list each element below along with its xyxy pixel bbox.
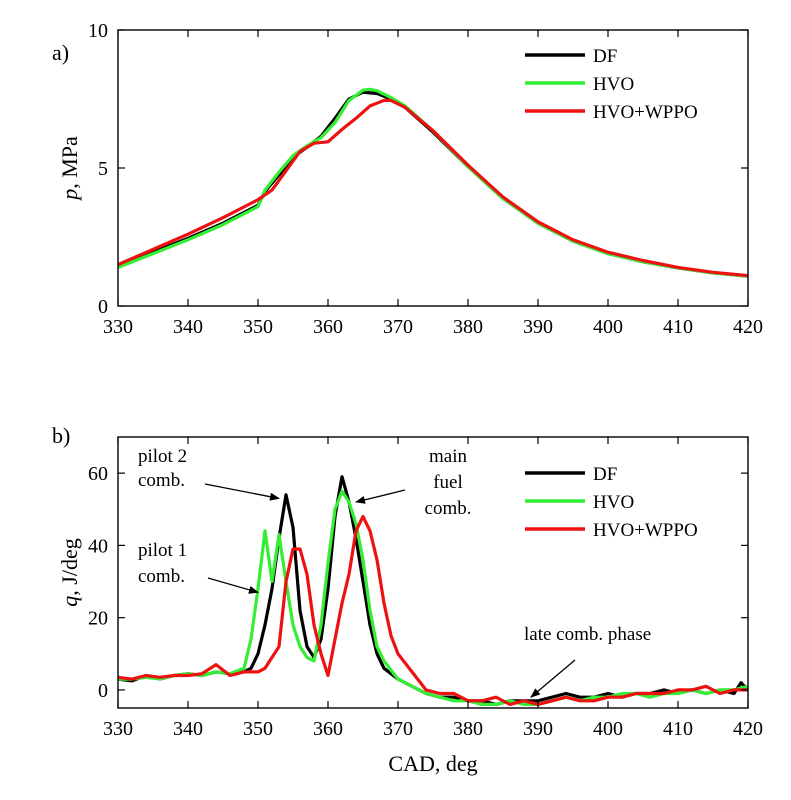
panel-label: b) <box>52 423 70 448</box>
x-tick-label: 340 <box>173 718 203 740</box>
y-axis-unit: , J/deg <box>57 538 82 595</box>
panel-label: a) <box>52 40 69 65</box>
x-tick-label: 390 <box>523 718 553 740</box>
annotation: pilot 1 comb. <box>138 540 259 594</box>
annotation-text: comb. <box>138 470 185 491</box>
y-tick-label: 10 <box>88 20 108 42</box>
legend-entry: HVO+WPPO <box>593 520 698 541</box>
annotation-arrow <box>204 483 280 501</box>
series-line-hvo-wppo <box>118 98 748 278</box>
x-tick-label: 400 <box>593 718 623 740</box>
x-tick-label: 420 <box>733 316 763 338</box>
x-tick-label: 380 <box>453 316 483 338</box>
annotation-text: fuel <box>433 472 463 493</box>
x-tick-label: 370 <box>383 718 413 740</box>
x-tick-label: 420 <box>733 718 763 740</box>
legend-entry: HVO <box>593 74 634 95</box>
x-tick-label: 410 <box>663 316 693 338</box>
y-axis-variable: q <box>57 596 82 607</box>
x-tick-label: 380 <box>453 718 483 740</box>
y-tick-label: 60 <box>88 463 108 485</box>
annotation-arrow <box>355 489 406 504</box>
y-axis-unit: , MPa <box>57 136 82 189</box>
x-tick-label: 360 <box>313 316 343 338</box>
y-tick-label: 20 <box>88 608 108 630</box>
annotation: late comb. phase <box>524 624 651 698</box>
series-line-hvo <box>118 489 748 707</box>
annotation-arrow <box>530 659 576 698</box>
x-tick-label: 410 <box>663 718 693 740</box>
x-tick-label: 400 <box>593 316 623 338</box>
x-tick-label: 340 <box>173 316 203 338</box>
x-tick-label: 350 <box>243 718 273 740</box>
y-tick-label: 0 <box>98 296 108 318</box>
x-tick-label: 390 <box>523 316 553 338</box>
y-axis-variable: p <box>57 189 82 202</box>
y-axis-label: q, J/deg <box>57 538 82 606</box>
y-tick-label: 0 <box>98 680 108 702</box>
legend: DF HVO HVO+WPPO <box>525 464 698 541</box>
annotation-text: comb. <box>138 566 185 587</box>
x-tick-label: 370 <box>383 316 413 338</box>
x-axis-label: CAD, deg <box>388 751 477 776</box>
x-tick-label: 360 <box>313 718 343 740</box>
x-tick-label: 330 <box>103 718 133 740</box>
x-tick-label: 350 <box>243 316 273 338</box>
annotation-text: late comb. phase <box>524 624 651 645</box>
legend-entry: DF <box>593 46 617 67</box>
annotation-text: main <box>429 446 467 467</box>
annotation-text: pilot 1 <box>138 540 187 561</box>
legend-entry: HVO+WPPO <box>593 102 698 123</box>
legend: DF HVO HVO+WPPO <box>525 46 698 123</box>
legend-entry: HVO <box>593 492 634 513</box>
y-tick-label: 40 <box>88 535 108 557</box>
annotation-arrow <box>207 577 259 594</box>
plot-frame <box>117 436 749 709</box>
chart-panel-a: 330 340 350 360 370 380 390 400 410 420 0 5 10 p, MPa… <box>52 20 763 338</box>
y-tick-label: 5 <box>98 158 108 180</box>
annotation-text: pilot 2 <box>138 446 187 467</box>
annotation-text: comb. <box>425 498 472 519</box>
annotation: main fuel comb. <box>355 446 472 519</box>
legend-entry: DF <box>593 464 617 485</box>
series-line-hvo-wppo <box>118 514 748 707</box>
y-axis-label: p, MPa <box>57 136 82 202</box>
x-tick-label: 330 <box>103 316 133 338</box>
chart-panel-b: 330 340 350 360 370 380 390 400 410 420 0 20 40 60 q, … <box>52 423 763 776</box>
annotation: pilot 2 comb. <box>138 446 280 501</box>
